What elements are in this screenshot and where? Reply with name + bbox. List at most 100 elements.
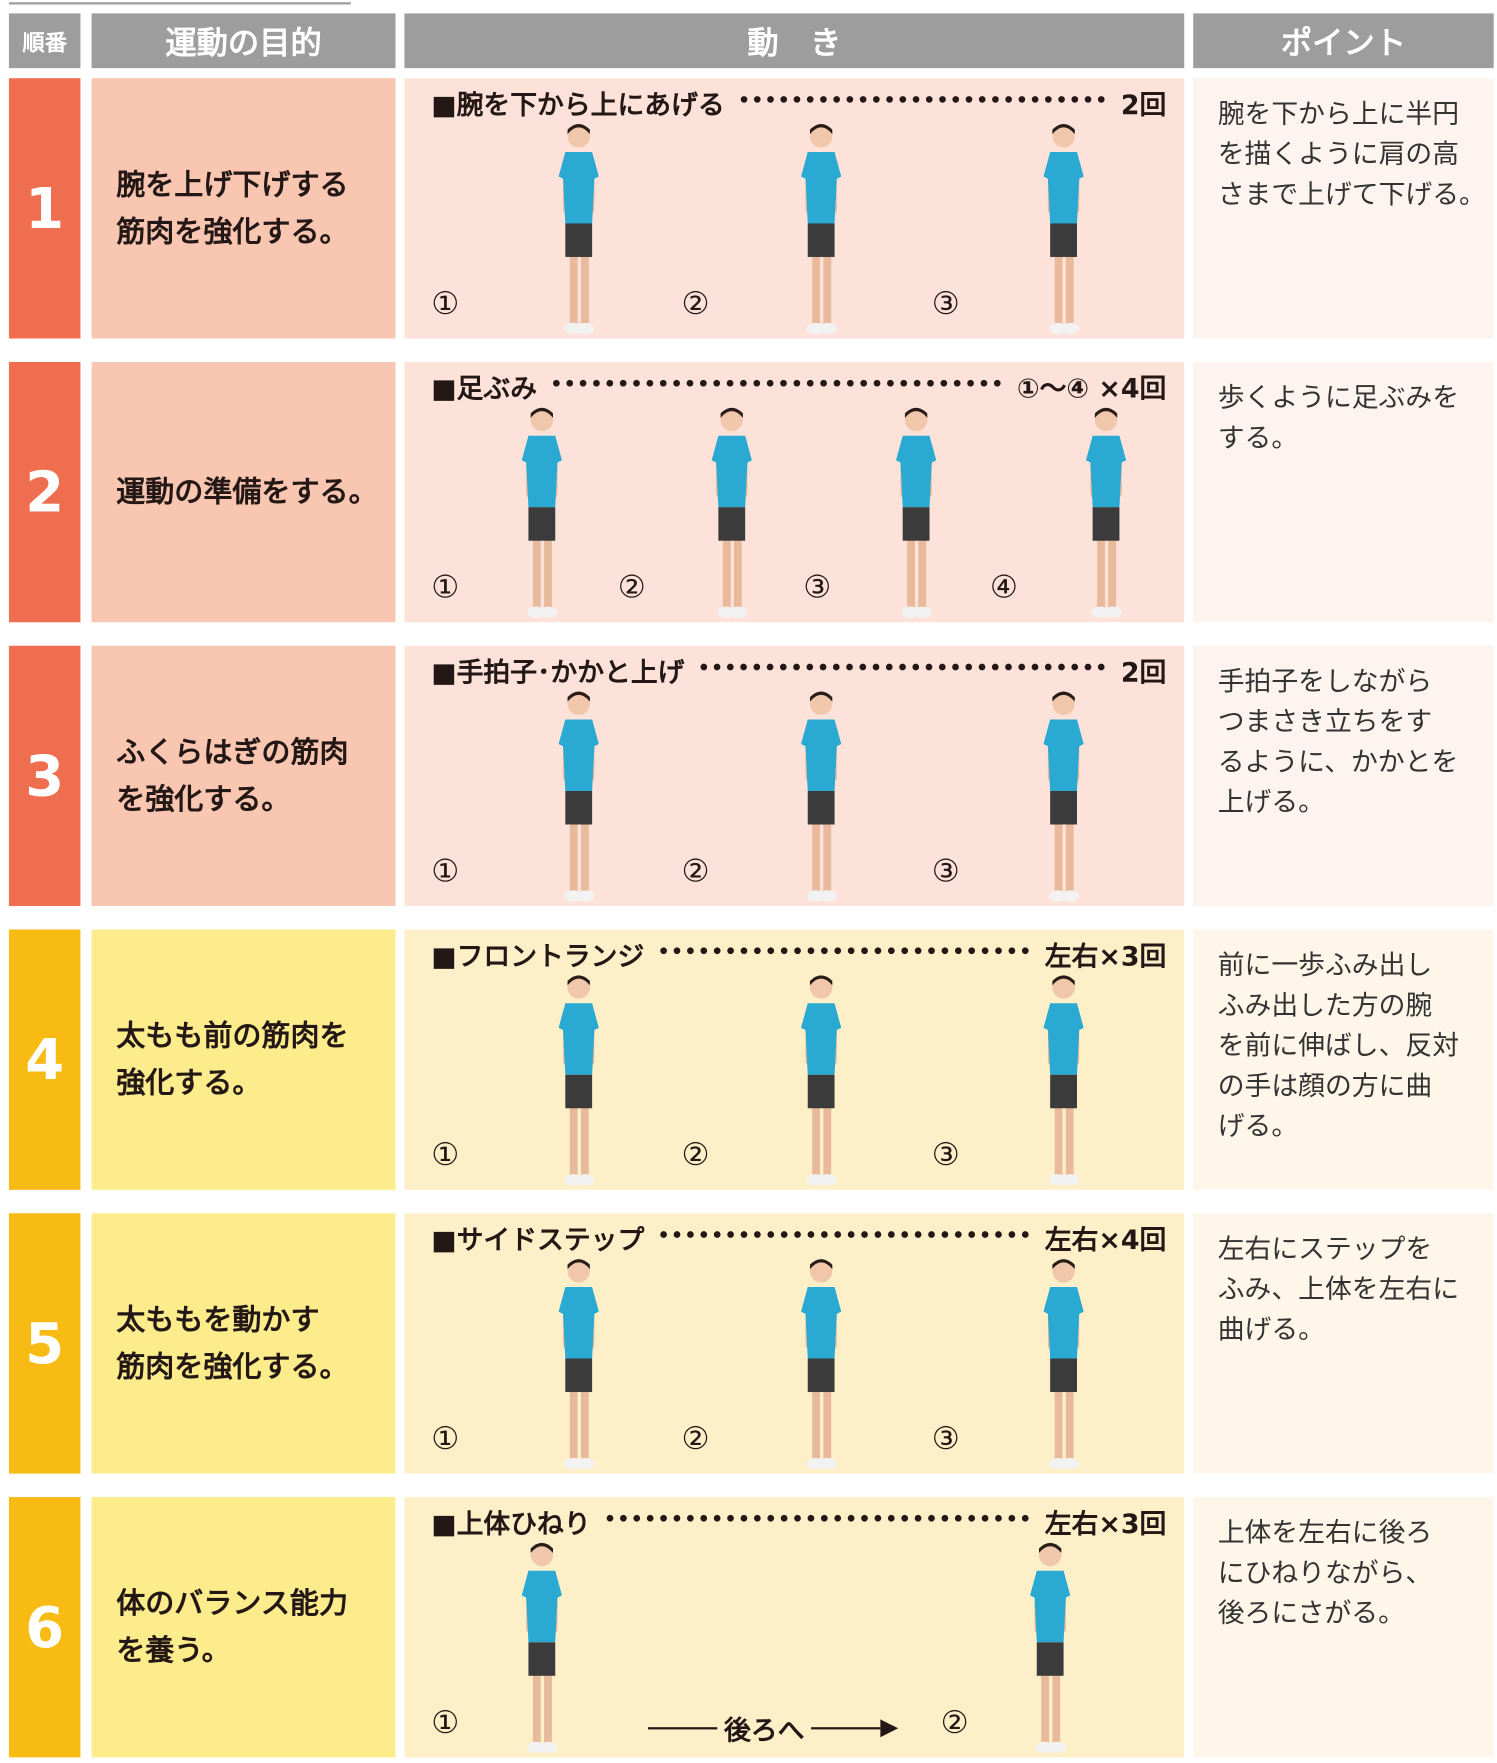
exercise-count: 2回 [1120,88,1167,121]
point-line: るように、かかとを [1217,746,1459,778]
purpose-line: 運動の準備をする。 [116,475,378,509]
exercise-line: ■足ぶみ ①〜④ ×4回 [431,366,1166,404]
step-number: ② [617,568,646,606]
exercise-count: 左右×3回 [1044,1507,1167,1539]
exercise-name: ■足ぶみ [431,372,538,404]
step-number: ④ [989,568,1018,606]
point-cell: 前に一歩ふみ出し ふみ出した方の腕 を前に伸ばし、反対 の手は顔の方に曲 げる。 [1193,929,1494,1190]
row-number: 5 [8,1213,81,1474]
purpose-line: 筋肉を強化する。 [116,1350,349,1384]
exercise-figure [545,972,612,1195]
step-number: ③ [931,852,960,890]
exercise-figure [788,121,855,344]
point-line: する。 [1217,422,1299,454]
exercise-name: ■上体ひねり [431,1507,591,1539]
movement-cell: ■腕を下から上にあげる 2回 ① ② ③ [404,78,1185,339]
step-number: ① [431,284,460,322]
exercise-figure [508,1540,575,1763]
step-number: ② [681,1419,710,1457]
step-number: ② [681,852,710,890]
arrow-line [647,1726,718,1729]
purpose-line: 体のバランス能力 [116,1586,348,1621]
step-number: ② [681,284,710,322]
arrow-head [880,1718,899,1737]
exercise-figure [788,1256,855,1479]
step-number: ① [431,1419,460,1457]
exercise-figure [883,404,950,627]
purpose-line: ふくらはぎの筋肉 [116,735,349,770]
point-line: 上げる。 [1217,786,1325,818]
step-number: ① [431,1703,460,1741]
exercise-figure [508,404,575,627]
point-line: 手拍子をしながら [1217,665,1433,698]
leader-dots [606,1514,1030,1522]
point-line: 上体を左右に後ろ [1217,1517,1433,1549]
exercise-figure [1017,1540,1084,1763]
exercise-count: ①〜④ ×4回 [1016,372,1167,404]
exercise-line: ■サイドステップ 左右×4回 [431,1218,1166,1256]
purpose-cell: 太もも前の筋肉を 強化する。 [91,929,396,1190]
movement-cell: ■足ぶみ ①〜④ ×4回 ① ② ③ ④ [404,361,1185,623]
purpose-line: 強化する。 [116,1066,262,1100]
step-number: ③ [931,284,960,322]
point-line: 後ろにさがる。 [1217,1597,1405,1629]
direction-label: 後ろへ [723,1714,805,1747]
point-line: 歩くように足ぶみを [1217,382,1460,414]
step-number: ① [431,852,460,890]
row-number: 6 [8,1497,81,1758]
header-order: 順番 [8,13,81,69]
step-number: ① [431,568,460,606]
exercise-count: 2回 [1120,656,1167,688]
exercise-line: ■手拍子･かかと上げ 2回 [431,650,1166,688]
purpose-line: 太ももを動かす [116,1303,320,1337]
exercise-figure [1030,1256,1097,1479]
leader-dots [700,663,1106,671]
header-purpose: 運動の目的 [91,13,396,69]
exercise-figure [698,404,765,627]
exercise-figure [788,688,855,911]
exercise-count: 左右×3回 [1044,940,1167,972]
step-number: ③ [803,568,832,606]
movement-cell: ■フロントランジ 左右×3回 ① ② ③ [404,929,1185,1190]
row-number: 2 [8,361,81,623]
leader-dots [659,947,1030,955]
exercise-line: ■腕を下から上にあげる 2回 [431,83,1166,121]
exercise-figure [545,688,612,911]
point-line: 曲げる。 [1217,1313,1325,1346]
direction-arrow: 後ろへ [641,1708,899,1747]
purpose-line: 筋肉を強化する。 [116,215,349,249]
arrow-line [811,1726,881,1729]
exercise-figure [1030,121,1097,344]
movement-cell: ■上体ひねり 左右×3回 ① ② 後ろへ [404,1497,1185,1758]
point-line: げる。 [1217,1110,1299,1142]
point-line: の手は顔の方に曲 [1217,1070,1433,1102]
purpose-cell: 腕を上げ下げする 筋肉を強化する。 [91,78,396,339]
step-number: ② [940,1703,969,1741]
leader-dots [740,96,1106,103]
movement-cell: ■サイドステップ 左右×4回 ① ② ③ [404,1213,1185,1474]
row-number: 4 [8,929,81,1190]
point-cell: 腕を下から上に半円 を描くように肩の高 さまで上げて下げる。 [1193,78,1494,339]
point-line: ふみ、上体を左右に [1217,1273,1460,1305]
exercise-figure [545,121,612,344]
purpose-cell: 太ももを動かす 筋肉を強化する。 [91,1213,396,1474]
header-movement: 動 き [404,13,1185,69]
exercise-figure [1030,972,1097,1195]
point-line: 腕を下から上に半円 [1217,98,1460,130]
purpose-line: を強化する。 [116,782,291,817]
exercise-figure [1030,688,1097,911]
point-line: 前に一歩ふみ出し [1217,949,1433,981]
exercise-figure [1073,404,1140,627]
exercise-line: ■フロントランジ 左右×3回 [431,934,1166,972]
step-number: ③ [931,1419,960,1457]
exercise-figure [788,972,855,1195]
purpose-line: 太もも前の筋肉を [116,1019,349,1053]
point-line: を前に伸ばし、反対 [1217,1030,1460,1062]
row-number: 3 [8,645,81,907]
exercise-name: ■手拍子･かかと上げ [431,656,685,688]
point-cell: 手拍子をしながら つまさき立ちをす るように、かかとを 上げる。 [1193,645,1494,907]
point-cell: 上体を左右に後ろ にひねりながら、 後ろにさがる。 [1193,1497,1494,1758]
step-number: ① [431,1136,460,1174]
exercise-line: ■上体ひねり 左右×3回 [431,1502,1166,1540]
